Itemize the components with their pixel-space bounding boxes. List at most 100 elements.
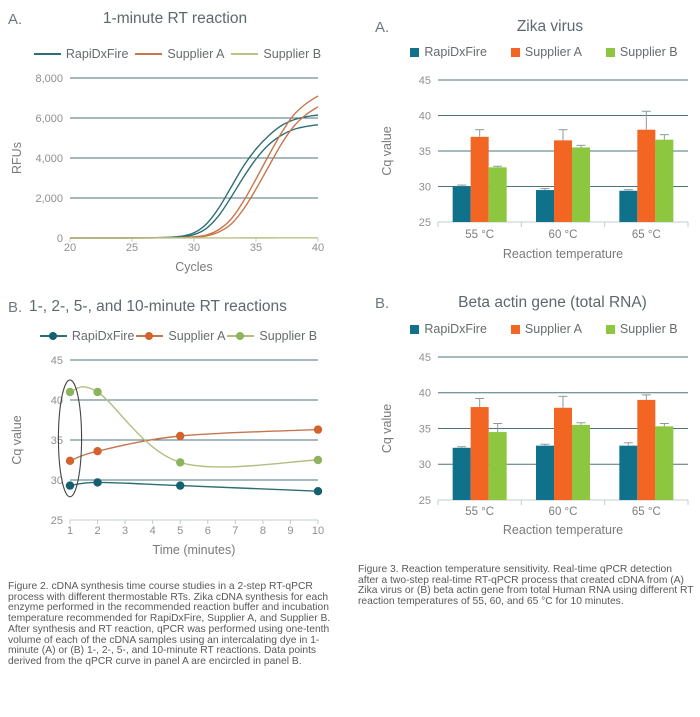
- legend-label: Supplier A: [168, 329, 226, 343]
- legend-item: RapiDxFire: [39, 329, 134, 343]
- legend-swatch-line: [39, 332, 67, 340]
- svg-text:0: 0: [57, 233, 63, 245]
- svg-text:2: 2: [94, 525, 100, 537]
- legend-label: Supplier A: [167, 47, 225, 61]
- beta-actin-bar-chart: 25 30 35 40 45 Cq value Reaction temperature 55…: [380, 352, 689, 537]
- svg-text:Cycles: Cycles: [175, 260, 213, 274]
- svg-text:30: 30: [419, 459, 431, 471]
- legend-item: RapiDxFire: [410, 45, 487, 59]
- legend-item: RapiDxFire: [410, 322, 487, 336]
- svg-text:25: 25: [51, 515, 63, 527]
- legend-item: Supplier A: [136, 329, 225, 343]
- legend-swatch-line: [136, 332, 164, 340]
- svg-text:6,000: 6,000: [35, 113, 63, 125]
- svg-text:40: 40: [51, 395, 63, 407]
- svg-text:6: 6: [205, 525, 211, 537]
- legend-label: Supplier B: [619, 45, 678, 59]
- chart-title-1min-rt: 1-minute RT reaction: [102, 10, 248, 27]
- svg-text:35: 35: [419, 146, 431, 158]
- legend-swatch-line: [33, 53, 61, 55]
- svg-text:30: 30: [188, 242, 200, 254]
- figure3-caption: Figure 3. Reaction temperature sensitivi…: [358, 564, 694, 608]
- legend-item: RapiDxFire: [33, 47, 129, 61]
- legend-swatch-square: [510, 47, 520, 57]
- svg-text:5: 5: [177, 525, 183, 537]
- svg-text:9: 9: [287, 525, 293, 537]
- svg-text:2,000: 2,000: [35, 193, 63, 205]
- legend-label: Supplier A: [524, 322, 582, 336]
- svg-text:Reaction temperature: Reaction temperature: [503, 247, 623, 261]
- panel-label-fig2-b: B.: [8, 299, 23, 316]
- svg-text:30: 30: [419, 181, 431, 193]
- legend-item: Supplier A: [510, 322, 582, 336]
- legend-swatch-dot: [48, 332, 57, 340]
- legend-label: Supplier B: [259, 329, 318, 343]
- legend-rt-timecourse: RapiDxFire Supplier A Supplier B: [12, 329, 345, 343]
- svg-text:RFUs: RFUs: [10, 142, 24, 174]
- legend-swatch-square: [410, 47, 420, 57]
- legend-swatch-line: [227, 332, 255, 340]
- svg-text:65 °C: 65 °C: [632, 506, 661, 518]
- chart-title-beta-actin: Beta actin gene (total RNA): [458, 294, 647, 311]
- svg-text:65 °C: 65 °C: [632, 229, 661, 241]
- legend-swatch-line: [135, 53, 163, 55]
- svg-text:45: 45: [419, 75, 431, 87]
- legend-item: Supplier B: [227, 329, 317, 343]
- svg-text:20: 20: [64, 242, 76, 254]
- svg-text:Time (minutes): Time (minutes): [153, 543, 236, 557]
- legend-label: Supplier A: [524, 45, 582, 59]
- svg-text:60 °C: 60 °C: [549, 506, 578, 518]
- legend-item: Supplier A: [135, 47, 224, 61]
- zika-bar-chart: 25 30 35 40 45 Cq value Reaction temperature 55…: [380, 75, 689, 261]
- legend-label: RapiDxFire: [65, 47, 129, 61]
- svg-text:55 °C: 55 °C: [465, 506, 494, 518]
- legend-beta-actin: RapiDxFire Supplier A Supplier B: [388, 322, 700, 336]
- legend-item: Supplier B: [231, 47, 321, 61]
- chart-title-zika: Zika virus: [516, 18, 584, 35]
- svg-text:55 °C: 55 °C: [465, 229, 494, 241]
- legend-label: RapiDxFire: [424, 322, 487, 336]
- panel-label-fig3-a: A.: [375, 19, 390, 36]
- svg-text:30: 30: [51, 475, 63, 487]
- svg-text:Cq value: Cq value: [380, 126, 394, 175]
- svg-text:25: 25: [126, 242, 138, 254]
- svg-text:35: 35: [51, 435, 63, 447]
- svg-text:10: 10: [312, 525, 324, 537]
- panel-label-fig3-b: B.: [375, 295, 390, 312]
- svg-text:35: 35: [419, 423, 431, 435]
- svg-text:25: 25: [419, 495, 431, 507]
- legend-swatch-square: [605, 47, 615, 57]
- legend-zika: RapiDxFire Supplier A Supplier B: [388, 45, 700, 59]
- svg-text:45: 45: [51, 355, 63, 367]
- legend-1min-rt: RapiDxFire Supplier A Supplier B: [10, 47, 345, 61]
- svg-text:40: 40: [419, 388, 431, 400]
- svg-text:40: 40: [312, 242, 324, 254]
- legend-item: Supplier B: [605, 322, 678, 336]
- svg-text:Reaction temperature: Reaction temperature: [503, 523, 623, 537]
- legend-swatch-dot: [236, 332, 245, 340]
- svg-text:8: 8: [260, 525, 266, 537]
- legend-swatch-dot: [145, 332, 154, 340]
- legend-label: Supplier B: [619, 322, 678, 336]
- svg-text:4,000: 4,000: [35, 153, 63, 165]
- svg-text:3: 3: [122, 525, 128, 537]
- legend-item: Supplier A: [510, 45, 582, 59]
- legend-label: RapiDxFire: [424, 45, 487, 59]
- svg-text:7: 7: [232, 525, 238, 537]
- panel-label-fig2-a: A.: [8, 11, 23, 28]
- svg-text:1: 1: [67, 525, 73, 537]
- svg-text:8,000: 8,000: [35, 73, 63, 85]
- svg-text:40: 40: [419, 110, 431, 122]
- legend-swatch-line: [231, 53, 259, 55]
- legend-item: Supplier B: [605, 45, 678, 59]
- svg-text:Cq value: Cq value: [10, 415, 24, 464]
- legend-swatch-square: [410, 324, 420, 334]
- figure2-caption: Figure 2. cDNA synthesis time course stu…: [8, 581, 331, 667]
- amplification-line-chart: 0 2,000 4,000 6,000 8,000 RFUs Cycles 20 25 30 35 4…: [10, 73, 324, 274]
- svg-text:4: 4: [150, 525, 156, 537]
- svg-text:35: 35: [250, 242, 262, 254]
- svg-text:60 °C: 60 °C: [549, 229, 578, 241]
- legend-label: Supplier B: [263, 47, 322, 61]
